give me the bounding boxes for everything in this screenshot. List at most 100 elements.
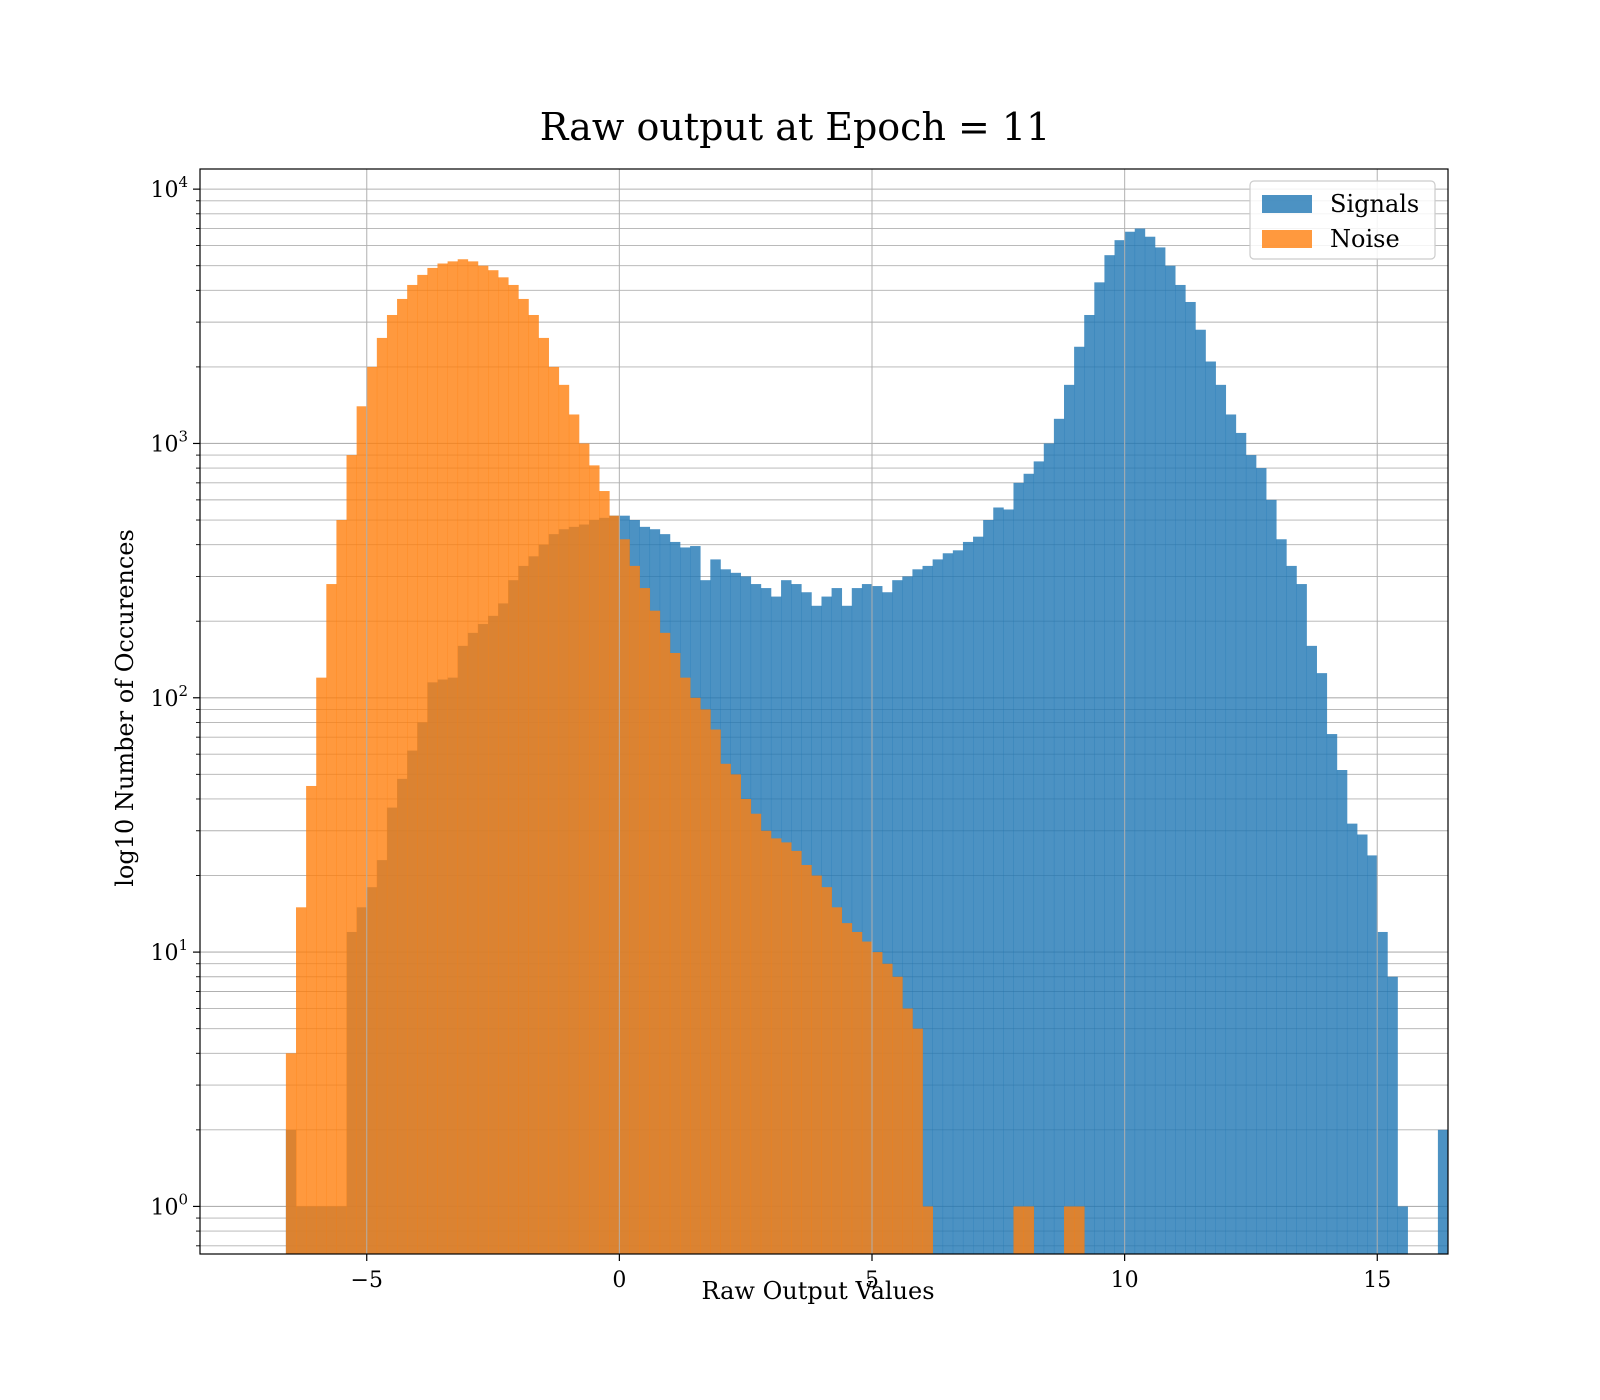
bar-signals xyxy=(922,565,933,1254)
bar-signals xyxy=(1064,384,1075,1254)
bar-noise xyxy=(872,952,883,1254)
bar-noise xyxy=(892,976,903,1254)
bar-noise xyxy=(720,763,731,1254)
plot-frame xyxy=(199,168,1449,1255)
bar-noise xyxy=(437,263,448,1254)
bar-signals xyxy=(1336,770,1348,1254)
bar-noise xyxy=(629,565,640,1254)
bar-signals xyxy=(1134,228,1146,1254)
bar-noise xyxy=(1074,1206,1085,1254)
bar-noise xyxy=(376,337,388,1255)
bar-noise xyxy=(730,774,741,1254)
legend-swatch-noise xyxy=(1262,230,1312,248)
chart-title: Raw output at Epoch = 11 xyxy=(540,105,1051,149)
bar-signals xyxy=(942,553,954,1254)
x-tick-label: 0 xyxy=(612,1268,626,1293)
bar-noise xyxy=(770,838,782,1254)
x-tick-label: 5 xyxy=(865,1268,879,1293)
bar-signals xyxy=(1165,265,1176,1254)
bar-signals xyxy=(1074,346,1085,1254)
bar-noise xyxy=(690,697,701,1254)
bar-signals xyxy=(1023,473,1035,1254)
bar-signals xyxy=(861,584,873,1254)
bar-signals xyxy=(1367,855,1378,1254)
bar-noise xyxy=(740,798,752,1254)
legend-label-noise: Noise xyxy=(1330,225,1400,253)
bar-signals xyxy=(962,541,974,1254)
bar-signals xyxy=(882,592,893,1254)
bar-signals xyxy=(1266,499,1277,1254)
bar-signals xyxy=(1235,432,1247,1255)
bar-signals xyxy=(1276,539,1287,1254)
bar-noise xyxy=(578,443,590,1254)
bar-noise xyxy=(882,963,893,1254)
bar-signals xyxy=(1104,255,1115,1254)
bar-signals xyxy=(1256,468,1267,1255)
x-tick-label: −5 xyxy=(351,1268,383,1293)
bar-noise xyxy=(336,520,347,1254)
bar-signals xyxy=(1175,284,1186,1255)
bar-signals xyxy=(932,559,944,1254)
bar-noise xyxy=(902,1008,913,1254)
axes: −5 0 5 10 15 100 101 102 103 104 xyxy=(150,168,1449,1293)
y-tick-label: 102 xyxy=(150,682,188,712)
bar-noise xyxy=(508,284,519,1255)
bar-noise xyxy=(447,261,459,1254)
bar-noise xyxy=(1013,1206,1024,1254)
bar-noise xyxy=(417,274,428,1255)
bar-signals xyxy=(912,569,923,1254)
bar-noise xyxy=(467,261,479,1254)
y-tick-label: 103 xyxy=(150,427,188,457)
bar-noise xyxy=(528,314,539,1254)
bar-noise xyxy=(285,1053,297,1254)
bar-signals xyxy=(1437,1129,1449,1254)
bar-noise xyxy=(649,610,661,1254)
bar-signals xyxy=(1377,931,1388,1254)
bar-noise xyxy=(538,337,549,1255)
bar-noise xyxy=(1064,1206,1075,1254)
bar-noise xyxy=(599,491,610,1254)
y-tick-label: 100 xyxy=(150,1190,188,1220)
bar-noise xyxy=(548,366,560,1255)
bar-noise xyxy=(659,632,671,1254)
bar-noise xyxy=(750,813,762,1254)
bar-signals xyxy=(1397,1206,1408,1254)
bar-noise xyxy=(619,539,630,1254)
bar-signals xyxy=(1357,834,1368,1254)
legend-label-signals: Signals xyxy=(1330,190,1419,218)
bar-noise xyxy=(366,366,378,1255)
bar-noise xyxy=(801,865,812,1254)
bar-noise xyxy=(791,850,802,1254)
bar-noise xyxy=(326,584,337,1254)
bar-signals xyxy=(993,507,1004,1255)
bar-signals xyxy=(1215,384,1227,1254)
bar-signals xyxy=(1387,976,1398,1254)
bar-noise xyxy=(346,455,357,1254)
bar-noise xyxy=(912,1028,923,1254)
bar-signals xyxy=(1316,673,1328,1254)
bar-noise xyxy=(457,259,469,1254)
bar-noise xyxy=(710,729,721,1254)
y-axis-label: log10 Number of Occurences xyxy=(111,529,139,887)
bar-noise xyxy=(589,465,600,1255)
bar-signals xyxy=(1124,231,1136,1254)
bar-signals xyxy=(1013,482,1024,1254)
bar-noise xyxy=(781,842,792,1254)
bar-signals xyxy=(1043,443,1055,1254)
bar-noise xyxy=(568,414,580,1254)
bar-signals xyxy=(1144,236,1156,1255)
bar-noise xyxy=(851,931,863,1254)
bar-noise xyxy=(811,875,822,1254)
bar-noise xyxy=(296,907,307,1254)
bar-noise xyxy=(669,652,681,1254)
bar-noise xyxy=(1023,1206,1035,1254)
bar-signals xyxy=(952,550,964,1254)
bar-signals xyxy=(851,588,863,1254)
legend-swatch-signals xyxy=(1262,195,1312,213)
bar-noise xyxy=(680,677,691,1254)
bar-signals xyxy=(902,576,913,1254)
bar-noise xyxy=(558,384,570,1254)
bar-signals xyxy=(892,580,903,1254)
bar-noise xyxy=(477,265,489,1254)
bar-signals xyxy=(1094,282,1105,1254)
